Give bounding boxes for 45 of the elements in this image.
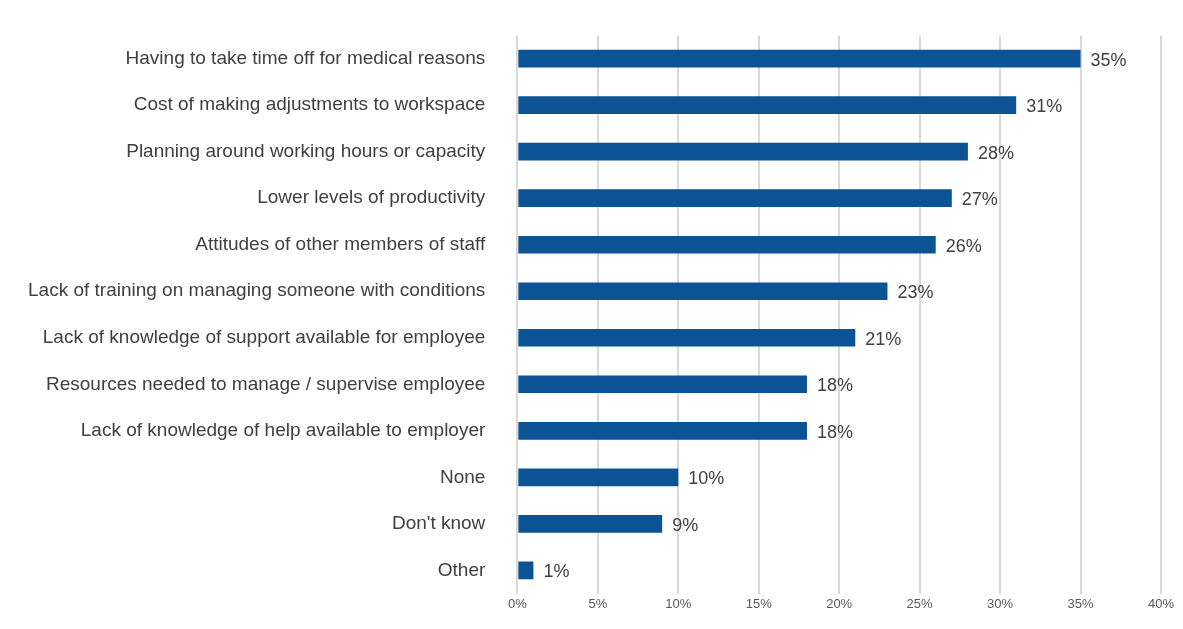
data-label: 18% (816, 421, 854, 442)
bar (518, 49, 1081, 68)
x-tick-label: 30% (987, 595, 1014, 611)
bar (518, 282, 888, 301)
y-tick-label: Lack of knowledge of help available to employer (80, 419, 487, 441)
bar (518, 235, 936, 254)
data-label: 23% (897, 282, 934, 303)
bar (518, 189, 952, 208)
y-tick-label: Attitudes of other members of staff (195, 232, 487, 254)
y-tick-label: Resources needed to manage / supervise employee (45, 372, 486, 394)
data-label: 9% (672, 514, 699, 535)
data-label: 10% (688, 468, 725, 489)
y-tick-label: None (439, 465, 486, 487)
x-tick-label: 25% (906, 595, 934, 611)
data-label: 28% (977, 142, 1014, 163)
data-label: 18% (816, 375, 854, 396)
bar (518, 96, 1017, 115)
bar (518, 468, 679, 487)
y-tick-label: Lack of knowledge of support available for employee (42, 325, 486, 347)
y-tick-label: Lack of training on managing someone with conditions (27, 279, 486, 301)
bar (518, 561, 534, 580)
bar (518, 142, 968, 161)
data-label: 35% (1090, 49, 1127, 70)
y-tick-label: Don't know (391, 512, 486, 534)
y-tick-label: Lower levels of productivity (257, 186, 486, 208)
x-tick-label: 15% (745, 595, 773, 611)
x-tick-label: 40% (1147, 595, 1175, 611)
data-label: 26% (945, 235, 982, 256)
data-label: 21% (865, 328, 902, 349)
x-tick-label: 0% (507, 595, 528, 611)
bar (518, 421, 807, 440)
x-tick-label: 35% (1067, 595, 1094, 611)
data-label: 27% (961, 189, 998, 210)
y-tick-label: Cost of making adjustments to workspace (133, 93, 486, 115)
data-label: 1% (543, 561, 570, 582)
data-label: 31% (1026, 96, 1063, 117)
y-tick-label: Planning around working hours or capacity (126, 139, 486, 161)
x-tick-label: 10% (665, 595, 692, 611)
bar (518, 375, 807, 394)
y-tick-label: Other (437, 558, 486, 580)
x-tick-label: 20% (826, 595, 853, 611)
bar (518, 328, 856, 347)
y-tick-label: Having to take time off for medical reasons (125, 46, 486, 68)
x-tick-label: 5% (588, 595, 608, 611)
bar (518, 514, 663, 533)
